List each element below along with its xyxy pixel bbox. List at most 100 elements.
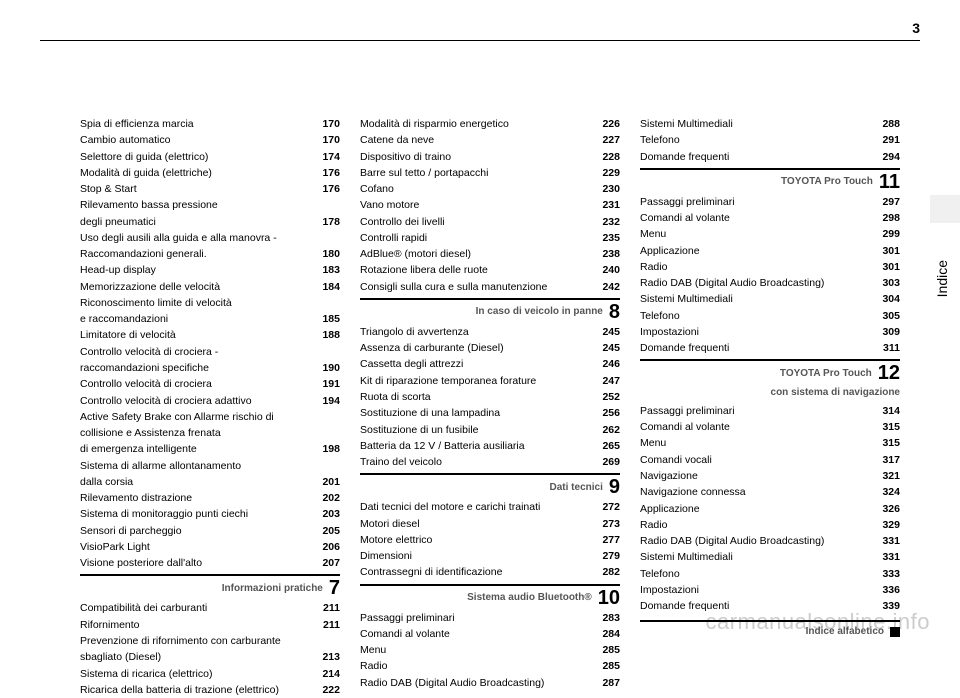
toc-label: Impostazioni — [640, 324, 882, 340]
toc-page: 242 — [602, 279, 620, 295]
section-number: 7 — [329, 578, 340, 598]
toc-entry: Comandi al volante284 — [360, 626, 620, 642]
toc-label: Cassetta degli attrezzi — [360, 356, 602, 372]
toc-entry: collisione e Assistenza frenata — [80, 425, 340, 441]
toc-label: Navigazione connessa — [640, 484, 882, 500]
toc-entry: Consigli sulla cura e sulla manutenzione… — [360, 279, 620, 295]
toc-entry: Barre sul tetto / portapacchi229 — [360, 165, 620, 181]
toc-label: Cofano — [360, 181, 602, 197]
toc-entry: Sistemi Multimediali288 — [640, 116, 900, 132]
toc-entry: Head-up display183 — [80, 262, 340, 278]
toc-page: 321 — [882, 468, 900, 484]
toc-page: 297 — [882, 194, 900, 210]
toc-label: Comandi al volante — [640, 419, 882, 435]
toc-page: 339 — [882, 598, 900, 614]
toc-page: 282 — [602, 564, 620, 580]
toc-entry: Sistema di ricarica (elettrico)214 — [80, 666, 340, 682]
toc-entry: Impostazioni309 — [640, 324, 900, 340]
toc-entry: Telefono291 — [640, 132, 900, 148]
toc-page: 238 — [602, 246, 620, 262]
section-title: Sistema audio Bluetooth® — [467, 590, 592, 606]
toc-label: Comandi vocali — [640, 452, 882, 468]
section-number: 12 — [878, 363, 900, 383]
toc-entry: Telefono333 — [640, 566, 900, 582]
toc-page: 170 — [322, 132, 340, 148]
toc-entry: Motore elettrico277 — [360, 532, 620, 548]
toc-entry: Visione posteriore dall'alto207 — [80, 555, 340, 571]
section-title: TOYOTA Pro Touch — [780, 366, 872, 382]
section-number: 8 — [609, 302, 620, 322]
toc-list: Passaggi preliminari297Comandi al volant… — [640, 194, 900, 357]
toc-entry: VisioPark Light206 — [80, 539, 340, 555]
toc-page: 265 — [602, 438, 620, 454]
toc-entry: Raccomandazioni generali.180 — [80, 246, 340, 262]
toc-entry: Passaggi preliminari297 — [640, 194, 900, 210]
toc-label: Sistema di ricarica (elettrico) — [80, 666, 322, 682]
toc-label: Cambio automatico — [80, 132, 322, 148]
toc-page: 331 — [882, 549, 900, 565]
toc-entry: Domande frequenti294 — [640, 149, 900, 165]
toc-page: 331 — [882, 533, 900, 549]
toc-label: Radio DAB (Digital Audio Broadcasting) — [640, 533, 882, 549]
toc-label: Sostituzione di una lampadina — [360, 405, 602, 421]
toc-columns: Spia di efficienza marcia170Cambio autom… — [80, 116, 900, 698]
toc-label: Vano motore — [360, 197, 602, 213]
toc-entry: Stop & Start176 — [80, 181, 340, 197]
toc-entry: Limitatore di velocità188 — [80, 327, 340, 343]
toc-entry: Contrassegni di identificazione282 — [360, 564, 620, 580]
toc-page: 284 — [602, 626, 620, 642]
toc-page: 298 — [882, 210, 900, 226]
toc-list: Sistema di ricarica (elettrico)214Ricari… — [80, 666, 340, 698]
toc-page: 226 — [602, 116, 620, 132]
section-heading-12: TOYOTA Pro Touch 12 — [640, 359, 900, 383]
toc-entry: Ruota di scorta252 — [360, 389, 620, 405]
toc-page: 240 — [602, 262, 620, 278]
toc-list: Passaggi preliminari314Comandi al volant… — [640, 403, 900, 614]
toc-entry: Catene da neve227 — [360, 132, 620, 148]
section-heading-8: In caso di veicolo in panne 8 — [360, 298, 620, 322]
toc-page: 311 — [883, 340, 900, 356]
toc-page: 272 — [602, 499, 620, 515]
toc-page: 294 — [882, 149, 900, 165]
toc-label: Motore elettrico — [360, 532, 602, 548]
toc-label: Telefono — [640, 308, 882, 324]
toc-label: Consigli sulla cura e sulla manutenzione — [360, 279, 602, 295]
toc-entry: Vano motore231 — [360, 197, 620, 213]
toc-entry: Cassetta degli attrezzi246 — [360, 356, 620, 372]
toc-label: Sistemi Multimediali — [640, 291, 882, 307]
toc-page: 273 — [602, 516, 620, 532]
toc-page: 170 — [322, 116, 340, 132]
toc-entry: Radio329 — [640, 517, 900, 533]
section-title: Informazioni pratiche — [222, 581, 323, 597]
toc-label: Applicazione — [640, 501, 882, 517]
toc-entry: Ricarica della batteria di trazione (ele… — [80, 682, 340, 698]
toc-list: Spia di efficienza marcia170Cambio autom… — [80, 116, 340, 197]
toc-entry: Rifornimento211 — [80, 617, 340, 633]
toc-label: Sostituzione di un fusibile — [360, 422, 602, 438]
toc-entry: Batteria da 12 V / Batteria ausiliaria26… — [360, 438, 620, 454]
toc-entry: Domande frequenti311 — [640, 340, 900, 356]
toc-label: Controllo velocità di crociera — [80, 376, 322, 392]
toc-entry: Rotazione libera delle ruote240 — [360, 262, 620, 278]
toc-label: Dimensioni — [360, 548, 602, 564]
toc-label: Radio — [640, 259, 882, 275]
toc-entry: Memorizzazione delle velocità184 — [80, 279, 340, 295]
toc-page: 285 — [602, 658, 620, 674]
toc-page: 188 — [322, 327, 340, 343]
toc-label: Radio DAB (Digital Audio Broadcasting) — [640, 275, 882, 291]
toc-entry: Comandi al volante315 — [640, 419, 900, 435]
toc-page: 246 — [602, 356, 620, 372]
section-heading-9: Dati tecnici 9 — [360, 473, 620, 497]
toc-page: 184 — [322, 279, 340, 295]
toc-entry: Cofano230 — [360, 181, 620, 197]
top-rule — [40, 40, 920, 41]
toc-label: Kit di riparazione temporanea forature — [360, 373, 602, 389]
toc-page: 315 — [882, 435, 900, 451]
toc-page: 315 — [882, 419, 900, 435]
toc-label: Batteria da 12 V / Batteria ausiliaria — [360, 438, 602, 454]
toc-page: 222 — [322, 682, 340, 698]
square-icon — [890, 627, 900, 637]
alpha-index-heading: Indice alfabetico — [640, 620, 900, 640]
toc-page: 285 — [602, 642, 620, 658]
toc-page: 203 — [322, 506, 340, 522]
